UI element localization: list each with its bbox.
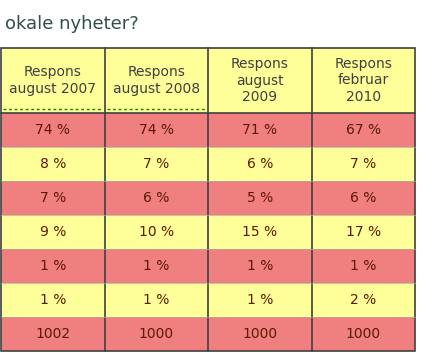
Text: 8 %: 8 % xyxy=(40,157,66,171)
Text: 6 %: 6 % xyxy=(247,157,273,171)
Text: 10 %: 10 % xyxy=(139,225,174,239)
Text: 17 %: 17 % xyxy=(346,225,381,239)
Text: 1 %: 1 % xyxy=(247,293,273,307)
Text: 67 %: 67 % xyxy=(346,123,381,137)
Text: 1000: 1000 xyxy=(242,327,277,341)
Text: 1 %: 1 % xyxy=(143,259,169,273)
Text: Respons
august 2008: Respons august 2008 xyxy=(113,65,200,96)
Bar xyxy=(105,48,208,113)
Text: 7 %: 7 % xyxy=(350,157,376,171)
Text: 1 %: 1 % xyxy=(247,259,273,273)
Bar xyxy=(1,113,105,147)
Text: Respons
februar
2010: Respons februar 2010 xyxy=(334,57,392,104)
Bar xyxy=(1,48,105,113)
Text: 71 %: 71 % xyxy=(242,123,277,137)
Bar xyxy=(208,181,312,215)
Text: 1000: 1000 xyxy=(139,327,174,341)
Text: 7 %: 7 % xyxy=(40,191,66,205)
Text: 1000: 1000 xyxy=(346,327,381,341)
Bar xyxy=(312,48,415,113)
Text: 9 %: 9 % xyxy=(40,225,66,239)
Bar xyxy=(312,181,415,215)
Text: 15 %: 15 % xyxy=(242,225,277,239)
Bar xyxy=(312,317,415,351)
Bar xyxy=(105,113,208,147)
Bar xyxy=(1,181,105,215)
Text: 7 %: 7 % xyxy=(143,157,169,171)
Bar xyxy=(105,215,208,249)
Text: 74 %: 74 % xyxy=(139,123,174,137)
Text: 1 %: 1 % xyxy=(40,259,66,273)
Text: 6 %: 6 % xyxy=(350,191,376,205)
Text: Respons
august 2007: Respons august 2007 xyxy=(9,65,96,96)
Bar xyxy=(208,147,312,181)
Text: 1 %: 1 % xyxy=(350,259,376,273)
Text: Respons
august
2009: Respons august 2009 xyxy=(231,57,289,104)
Bar xyxy=(105,283,208,317)
Bar xyxy=(312,283,415,317)
Bar xyxy=(105,181,208,215)
Bar xyxy=(1,249,105,283)
Text: 1 %: 1 % xyxy=(40,293,66,307)
Bar xyxy=(105,147,208,181)
Bar xyxy=(312,147,415,181)
Bar xyxy=(312,249,415,283)
Text: okale nyheter?: okale nyheter? xyxy=(5,15,139,33)
Bar xyxy=(1,147,105,181)
Text: 6 %: 6 % xyxy=(143,191,169,205)
Bar xyxy=(208,283,312,317)
Bar xyxy=(312,113,415,147)
Bar xyxy=(208,215,312,249)
Bar xyxy=(1,215,105,249)
Bar xyxy=(1,283,105,317)
Bar xyxy=(312,215,415,249)
Text: 2 %: 2 % xyxy=(350,293,376,307)
Bar xyxy=(208,48,312,113)
Bar xyxy=(105,249,208,283)
Text: 1 %: 1 % xyxy=(143,293,169,307)
Text: 5 %: 5 % xyxy=(247,191,273,205)
Bar xyxy=(1,317,105,351)
Bar xyxy=(1,48,415,351)
Bar xyxy=(105,317,208,351)
Bar xyxy=(208,113,312,147)
Bar xyxy=(208,317,312,351)
Bar xyxy=(208,249,312,283)
Text: 74 %: 74 % xyxy=(35,123,70,137)
Text: 1002: 1002 xyxy=(35,327,70,341)
